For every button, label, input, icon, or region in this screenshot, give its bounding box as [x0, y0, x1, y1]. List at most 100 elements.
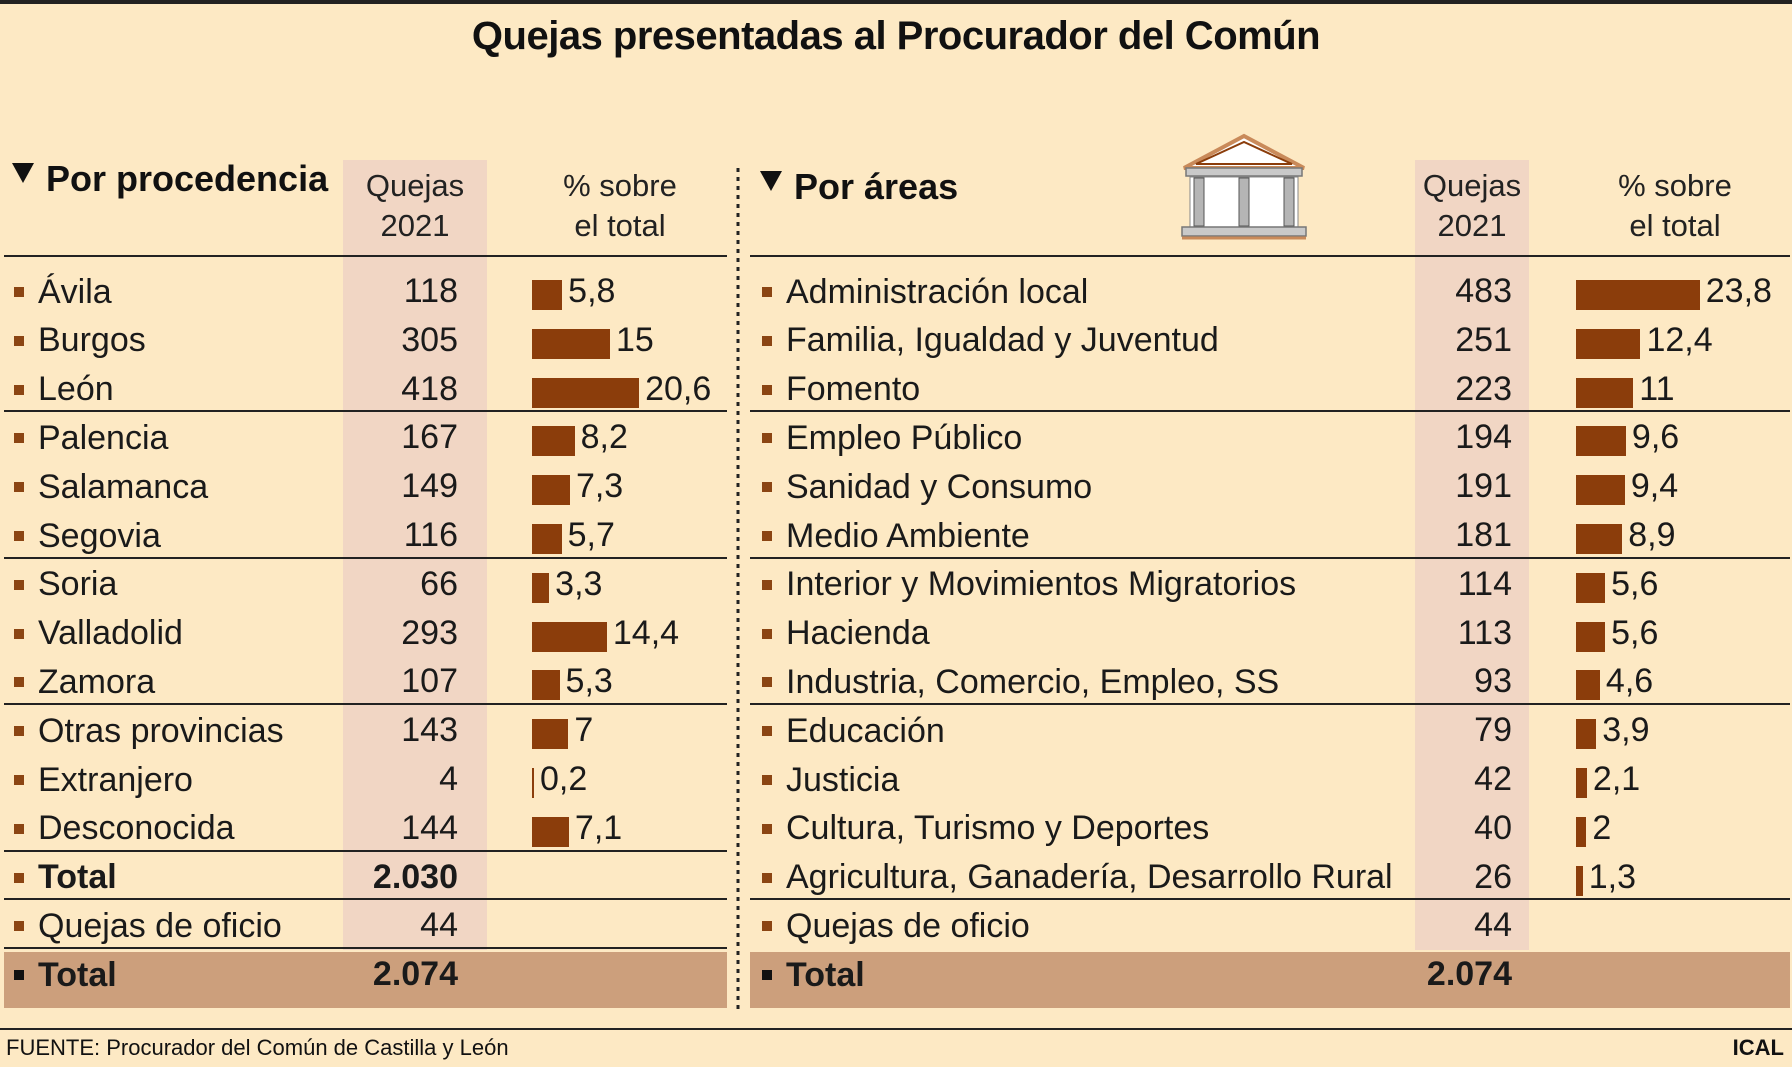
quejas-value: 2.030 [372, 857, 458, 896]
col-head-pct-right: % sobre el total [1590, 166, 1760, 246]
row-label-text: Total [38, 955, 117, 994]
pct-label: 0,2 [540, 760, 588, 798]
pct-bar [1576, 328, 1641, 359]
row-divider [4, 557, 727, 559]
row-label: Administración local [762, 270, 1088, 314]
pct-label: 12,4 [1646, 320, 1713, 359]
square-bullet-icon [762, 970, 772, 981]
row-label-text: Palencia [38, 418, 169, 457]
col-head-line: Quejas [1422, 168, 1522, 203]
pct-bar [532, 816, 569, 847]
pct-label: 7,1 [574, 808, 623, 847]
square-bullet-icon [762, 872, 772, 883]
row-label: Total [14, 856, 117, 900]
square-bullet-icon [762, 823, 772, 834]
quejas-value: 251 [1455, 320, 1512, 359]
row-divider [750, 898, 1790, 900]
row-label: León [14, 368, 114, 412]
quejas-value: 26 [1474, 857, 1512, 896]
quejas-value: 191 [1455, 467, 1512, 506]
triangle-down-icon [760, 171, 782, 191]
quejas-value: 418 [401, 369, 458, 408]
square-bullet-icon [14, 726, 24, 737]
square-bullet-icon [762, 726, 772, 737]
row-label-text: Segovia [38, 516, 161, 555]
quejas-value: 66 [420, 564, 458, 603]
square-bullet-icon [762, 531, 772, 541]
quejas-value: 40 [1474, 808, 1512, 847]
quejas-value: 144 [401, 808, 458, 847]
row-label: Total [762, 953, 865, 997]
quejas-column-right [1415, 160, 1529, 950]
row-divider [4, 898, 727, 900]
square-bullet-icon [14, 335, 24, 346]
row-label-text: Salamanca [38, 467, 209, 506]
square-bullet-icon [14, 775, 24, 785]
col-head-line: % sobre [563, 168, 677, 203]
row-label: Justicia [762, 758, 899, 802]
square-bullet-icon [14, 579, 24, 590]
quejas-value: 143 [401, 711, 458, 750]
quejas-value: 107 [401, 662, 458, 701]
row-label: Valladolid [14, 612, 183, 656]
pct-bar [532, 572, 550, 603]
pct-bar [1576, 377, 1634, 408]
col-head-quejas-left: Quejas 2021 [343, 166, 487, 246]
square-bullet-icon [14, 482, 24, 493]
col-head-line: Quejas [365, 168, 465, 203]
row-label-text: León [38, 370, 114, 409]
square-bullet-icon [762, 287, 772, 297]
quejas-value: 181 [1455, 516, 1512, 554]
square-bullet-icon [762, 921, 772, 932]
chart-title: Quejas presentadas al Procurador del Com… [471, 14, 1321, 58]
quejas-value: 93 [1474, 662, 1512, 701]
square-bullet-icon [762, 433, 772, 444]
square-bullet-icon [14, 384, 24, 395]
row-label: Quejas de oficio [14, 904, 282, 948]
pct-label: 3,3 [555, 564, 603, 603]
pct-bar [1576, 475, 1625, 506]
row-label: Otras provincias [14, 709, 284, 753]
pct-bar [532, 280, 563, 310]
row-label-text: Extranjero [38, 760, 193, 799]
row-label-text: Sanidad y Consumo [786, 467, 1093, 506]
pct-bar [1576, 280, 1700, 310]
pct-label: 3,9 [1602, 711, 1650, 750]
pct-bar [1576, 524, 1623, 554]
pct-label: 5,3 [565, 662, 613, 701]
col-head-line: 2021 [380, 208, 450, 243]
pct-bar [532, 621, 607, 652]
row-label: Fomento [762, 368, 920, 412]
row-divider [750, 255, 1790, 257]
row-label-text: Quejas de oficio [786, 906, 1030, 945]
row-divider [4, 850, 727, 852]
quejas-value: 2.074 [1426, 955, 1512, 994]
quejas-value: 483 [1455, 272, 1512, 310]
pct-label: 14,4 [612, 613, 680, 652]
row-label: Medio Ambiente [762, 514, 1030, 558]
quejas-value: 118 [403, 272, 458, 310]
row-label: Palencia [14, 416, 168, 460]
row-label: Industria, Comercio, Empleo, SS [762, 660, 1279, 704]
pct-label: 20,6 [645, 369, 712, 408]
col-head-line: % sobre [1618, 168, 1732, 203]
col-head-line: 2021 [1437, 208, 1507, 243]
col-head-line: el total [1629, 208, 1721, 243]
quejas-value: 4 [439, 760, 458, 798]
row-label: Zamora [14, 660, 155, 704]
row-divider [750, 410, 1790, 412]
square-bullet-icon [14, 921, 24, 932]
row-label: Empleo Público [762, 416, 1022, 460]
quejas-value: 116 [403, 516, 458, 554]
square-bullet-icon [762, 482, 772, 493]
panel-title-areas: Por áreas [760, 166, 958, 208]
row-label-text: Hacienda [786, 614, 930, 653]
pct-bar [1576, 816, 1587, 847]
grand-total-row-left [4, 952, 727, 1008]
pct-bar [532, 475, 570, 506]
row-divider [4, 410, 727, 412]
row-label: Educación [762, 709, 945, 753]
row-divider [4, 703, 727, 705]
triangle-down-icon [12, 163, 34, 183]
pct-label: 5,6 [1611, 564, 1659, 603]
